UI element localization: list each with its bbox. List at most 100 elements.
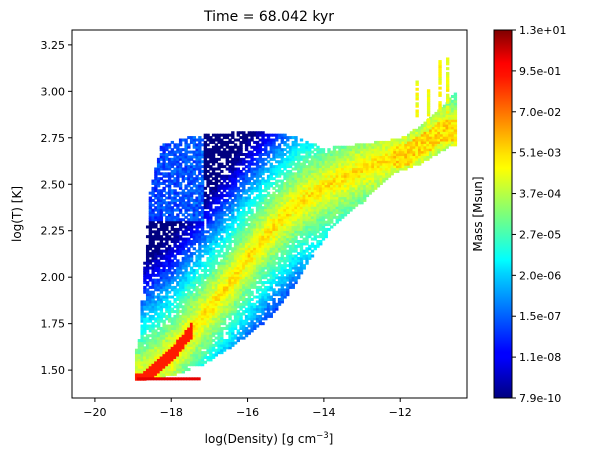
- heatmap-cell: [209, 157, 213, 161]
- heatmap-cell: [264, 314, 268, 318]
- heatmap-cell: [357, 143, 361, 147]
- heatmap-cell: [231, 283, 235, 287]
- heatmap-cell: [189, 317, 194, 321]
- heatmap-cell: [231, 208, 235, 212]
- heatmap-cell: [302, 160, 306, 164]
- heatmap-cell: [195, 326, 199, 330]
- heatmap-cell: [242, 177, 246, 181]
- heatmap-cell: [151, 295, 155, 299]
- heatmap-cell: [151, 329, 155, 333]
- heatmap-cell: [206, 177, 210, 181]
- heatmap-cell: [261, 295, 265, 299]
- heatmap-cell: [288, 145, 293, 149]
- heatmap-cell: [200, 293, 205, 297]
- heatmap-cell: [195, 177, 199, 181]
- heatmap-cell: [209, 339, 213, 343]
- heatmap-cell: [151, 314, 155, 318]
- heatmap-cell: [176, 198, 180, 202]
- heatmap-cell: [184, 145, 188, 149]
- heatmap-cell: [162, 194, 166, 198]
- heatmap-cell: [203, 148, 208, 152]
- heatmap-cell: [233, 268, 238, 272]
- heatmap-cell: [250, 305, 254, 309]
- heatmap-cell: [335, 162, 339, 166]
- heatmap-cell: [264, 145, 268, 149]
- heatmap-cell: [200, 297, 205, 301]
- heatmap-cell: [231, 273, 235, 277]
- heatmap-cell: [277, 167, 282, 171]
- heatmap-cell: [247, 288, 251, 292]
- heatmap-cell: [228, 247, 232, 251]
- heatmap-cell: [305, 169, 309, 173]
- heatmap-cell: [239, 290, 243, 294]
- heatmap-cell: [269, 220, 273, 224]
- heatmap-cell: [236, 172, 240, 176]
- heatmap-cell: [258, 201, 262, 205]
- heatmap-cell: [170, 271, 175, 275]
- heatmap-cell: [266, 177, 271, 181]
- heatmap-cell: [272, 169, 276, 173]
- heatmap-cell: [217, 331, 221, 335]
- heatmap-cell: [198, 191, 202, 195]
- heatmap-cell: [233, 249, 238, 253]
- heatmap-cell: [159, 196, 164, 200]
- heatmap-cell: [236, 244, 240, 248]
- heatmap-cell: [258, 191, 262, 195]
- heatmap-cell: [236, 227, 240, 231]
- heatmap-cell: [181, 148, 186, 152]
- heatmap-cell: [255, 310, 260, 314]
- heatmap-cell: [302, 218, 306, 222]
- heatmap-cell: [313, 165, 317, 169]
- heatmap-cell: [277, 143, 282, 147]
- heatmap-cell: [162, 271, 166, 275]
- heatmap-cell: [283, 177, 287, 181]
- heatmap-cell: [302, 162, 306, 166]
- heatmap-cell: [211, 331, 216, 335]
- heatmap-cell: [137, 368, 142, 372]
- heatmap-cell: [211, 210, 216, 214]
- heatmap-cell: [291, 136, 295, 140]
- heatmap-cell: [228, 242, 232, 246]
- heatmap-cell: [365, 150, 370, 154]
- heatmap-cell: [280, 297, 284, 301]
- heatmap-cell: [247, 206, 251, 210]
- heatmap-cell: [203, 261, 208, 265]
- heatmap-cell: [192, 285, 197, 289]
- heatmap-cell: [327, 208, 331, 212]
- heatmap-cell: [220, 210, 224, 214]
- heatmap-cell: [327, 153, 331, 157]
- heatmap-cell: [264, 203, 268, 207]
- heatmap-cell: [211, 283, 216, 287]
- heatmap-cell: [173, 242, 177, 246]
- heatmap-cell: [181, 278, 186, 282]
- heatmap-cell: [258, 237, 262, 241]
- heatmap-cell: [250, 239, 254, 243]
- heatmap-cell: [187, 341, 191, 345]
- heatmap-cell: [198, 189, 202, 193]
- heatmap-cell: [255, 271, 260, 275]
- heatmap-cell: [277, 162, 282, 166]
- heatmap-cell: [220, 201, 224, 205]
- heatmap-cell: [327, 165, 331, 169]
- heatmap-cell: [266, 288, 271, 292]
- heatmap-cell: [231, 322, 235, 326]
- heatmap-cell: [189, 198, 194, 202]
- heatmap-cell: [159, 276, 164, 280]
- heatmap-cell: [209, 351, 213, 355]
- heatmap-cell: [261, 218, 265, 222]
- heatmap-cell: [242, 278, 246, 282]
- heatmap-cell: [143, 375, 147, 379]
- heatmap-cell: [192, 339, 197, 343]
- heatmap-cell: [332, 181, 337, 186]
- heatmap-cell: [214, 319, 219, 323]
- heatmap-cell: [247, 302, 251, 306]
- heatmap-cell: [156, 353, 161, 357]
- heatmap-cell: [156, 235, 161, 239]
- heatmap-cell: [299, 244, 304, 248]
- heatmap-cell: [170, 191, 175, 195]
- heatmap-cell: [264, 186, 268, 190]
- heatmap-cell: [242, 184, 246, 188]
- heatmap-cell: [316, 225, 320, 229]
- heatmap-cell: [165, 143, 169, 147]
- heatmap-cell: [335, 181, 339, 186]
